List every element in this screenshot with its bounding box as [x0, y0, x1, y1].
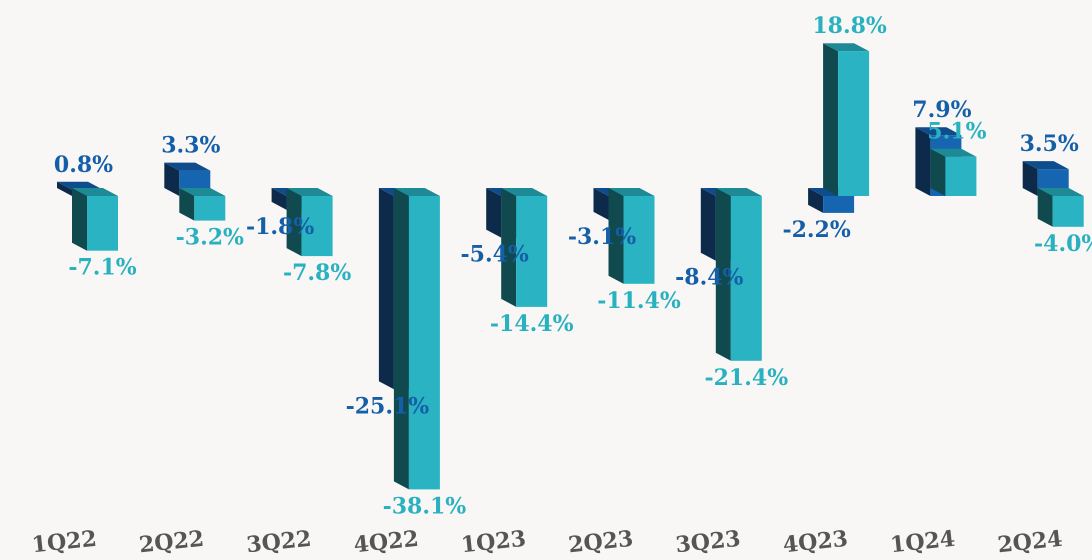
bar-s2-3Q23 — [715, 188, 762, 361]
category-label-3Q23: 3Q23 — [674, 526, 741, 559]
data-label-s1-1Q22: 0.8% — [54, 152, 113, 178]
category-label-2Q23: 2Q23 — [567, 526, 634, 559]
data-label-s2-2Q23: -11.4% — [597, 288, 681, 314]
data-label-s1-3Q22: -1.8% — [246, 214, 314, 240]
bar-s2-3Q22 — [286, 188, 333, 257]
data-label-s2-1Q23: -14.4% — [490, 311, 574, 337]
data-label-s1-3Q23: -8.4% — [675, 265, 743, 291]
data-label-s1-2Q23: -3.1% — [568, 224, 636, 250]
bars-layer — [57, 43, 1084, 490]
category-labels-layer: 1Q22 2Q22 3Q22 4Q22 1Q23 2Q23 3Q23 4Q23 1Q24 2Q24 — [31, 526, 1064, 559]
category-label-1Q23: 1Q23 — [460, 526, 527, 559]
bar-s2-2Q22 — [179, 188, 226, 221]
category-label-2Q22: 2Q22 — [138, 526, 205, 559]
bar-s2-2Q23 — [608, 188, 655, 284]
category-label-1Q24: 1Q24 — [889, 526, 956, 559]
data-label-s2-2Q24: -4.0% — [1034, 231, 1092, 257]
data-label-s2-1Q24: 5.1% — [927, 119, 986, 145]
data-label-s1-2Q24: 3.5% — [1020, 131, 1079, 157]
data-label-s2-4Q22: -38.1% — [383, 493, 467, 519]
data-label-s2-1Q22: -7.1% — [68, 255, 136, 281]
bar-s2-4Q22 — [393, 188, 440, 490]
data-label-s2-3Q22: -7.8% — [283, 260, 351, 286]
data-label-s1-4Q23: -2.2% — [782, 217, 850, 243]
category-label-1Q22: 1Q22 — [31, 526, 98, 559]
data-label-s2-3Q23: -21.4% — [704, 365, 788, 391]
bar-s2-1Q22 — [72, 188, 118, 251]
data-label-s1-2Q22: 3.3% — [161, 133, 220, 159]
data-label-s1-4Q22: -25.1% — [346, 393, 430, 419]
data-label-s1-1Q23: -5.4% — [461, 242, 529, 268]
bar-s2-4Q23 — [823, 43, 870, 197]
category-label-3Q22: 3Q22 — [245, 526, 312, 559]
bar-s2-1Q24 — [930, 148, 977, 196]
category-label-4Q23: 4Q23 — [782, 526, 849, 559]
bar-s2-1Q23 — [501, 188, 548, 307]
data-label-s1-1Q24: 7.9% — [912, 97, 971, 123]
data-label-s2-2Q22: -3.2% — [176, 225, 244, 251]
bar-s2-2Q24 — [1037, 188, 1084, 227]
data-labels-layer: 0.8% -7.1% 3.3% -3.2% -1.8% -7.8% -25.1% -38.1%… — [54, 13, 1092, 519]
data-label-s2-4Q23: 18.8% — [812, 13, 887, 39]
category-label-4Q22: 4Q22 — [352, 526, 419, 559]
category-label-2Q24: 2Q24 — [996, 526, 1063, 559]
